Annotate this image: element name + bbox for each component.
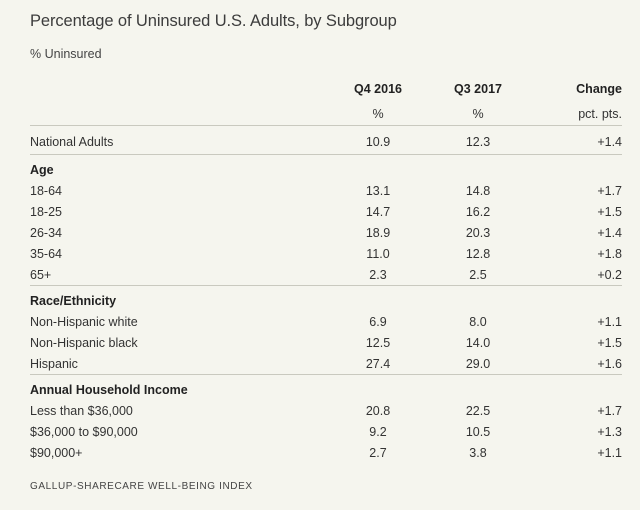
cell-q3-2017: 16.2	[465, 204, 491, 219]
section-title: Age	[30, 162, 54, 177]
row-label: $36,000 to $90,000	[30, 424, 138, 439]
table-row: 18-64 13.1 14.8 +1.7	[30, 180, 622, 201]
cell-q4-2016: 27.4	[365, 356, 391, 371]
table-row: Non-Hispanic white 6.9 8.0 +1.1	[30, 311, 622, 332]
table-row-national: National Adults 10.9 12.3 +1.4	[30, 126, 622, 155]
cell-change: +1.3	[597, 424, 622, 439]
cell-q4-2016: 11.0	[366, 246, 390, 261]
subtitle: % Uninsured	[30, 47, 102, 61]
cell-q3-2017: 20.3	[465, 225, 491, 240]
cell-q3-2017: 14.0	[465, 335, 491, 350]
cell-q3-2017: 29.0	[465, 356, 491, 371]
cell-q4-2016: 20.8	[365, 403, 391, 418]
table-row: 65+ 2.3 2.5 +0.2	[30, 264, 622, 286]
unit-change: pct. pts.	[578, 107, 622, 121]
cell-q4-2016: 18.9	[365, 225, 391, 240]
cell-change: +1.5	[597, 204, 622, 219]
column-header-q3-2017: Q3 2017	[454, 82, 502, 96]
column-header-change: Change	[576, 82, 622, 96]
cell-change: +1.1	[597, 445, 622, 460]
cell-change: +1.4	[597, 135, 622, 149]
row-label: Non-Hispanic black	[30, 335, 138, 350]
cell-change: +1.6	[597, 356, 622, 371]
row-label: Hispanic	[30, 356, 78, 371]
units-row: % % pct. pts.	[30, 103, 622, 126]
cell-q3-2017: 22.5	[465, 403, 491, 418]
page-title: Percentage of Uninsured U.S. Adults, by …	[30, 12, 397, 30]
table-row: 26-34 18.9 20.3 +1.4	[30, 222, 622, 243]
row-label: 65+	[30, 267, 52, 282]
table-row: $36,000 to $90,000 9.2 10.5 +1.3	[30, 421, 622, 442]
section-header-row: Age	[30, 154, 622, 181]
cell-change: +1.5	[597, 335, 622, 350]
cell-change: +1.8	[597, 246, 622, 261]
row-label: Less than $36,000	[30, 403, 133, 418]
cell-q3-2017: 12.8	[465, 246, 491, 261]
unit-q4-2016: %	[372, 107, 384, 121]
row-label: 18-64	[30, 183, 62, 198]
row-label: 35-64	[30, 246, 62, 261]
unit-q3-2017: %	[472, 107, 484, 121]
table-body: National Adults 10.9 12.3 +1.4 Age 18-64 1…	[30, 126, 622, 464]
column-header-q4-2016: Q4 2016	[354, 82, 402, 96]
cell-q3-2017: 12.3	[465, 135, 491, 149]
cell-change: +0.2	[597, 267, 622, 282]
section-header-row: Race/Ethnicity	[30, 285, 622, 312]
cell-change: +1.4	[597, 225, 622, 240]
cell-change: +1.1	[597, 314, 622, 329]
header-row: Q4 2016 Q3 2017 Change	[30, 75, 622, 103]
cell-q3-2017: 2.5	[469, 267, 487, 282]
row-label: National Adults	[30, 135, 114, 149]
header-label-cell	[30, 75, 330, 103]
row-label: 26-34	[30, 225, 62, 240]
cell-q4-2016: 6.9	[369, 314, 387, 329]
table-row: 18-25 14.7 16.2 +1.5	[30, 201, 622, 222]
table-row: Hispanic 27.4 29.0 +1.6	[30, 353, 622, 375]
cell-q3-2017: 14.8	[465, 183, 491, 198]
cell-q3-2017: 8.0	[469, 314, 487, 329]
section-title: Annual Household Income	[30, 382, 188, 397]
cell-change: +1.7	[597, 183, 622, 198]
section-header-row: Annual Household Income	[30, 374, 622, 401]
cell-q4-2016: 14.7	[365, 204, 391, 219]
section-title: Race/Ethnicity	[30, 293, 117, 308]
cell-q4-2016: 12.5	[365, 335, 391, 350]
table-row: 35-64 11.0 12.8 +1.8	[30, 243, 622, 264]
row-label: Non-Hispanic white	[30, 314, 138, 329]
cell-q4-2016: 2.7	[369, 445, 387, 460]
row-label: 18-25	[30, 204, 62, 219]
row-label: $90,000+	[30, 445, 83, 460]
cell-q4-2016: 9.2	[369, 424, 387, 439]
cell-q3-2017: 10.5	[465, 424, 491, 439]
cell-q4-2016: 10.9	[365, 135, 391, 149]
cell-q3-2017: 3.8	[469, 445, 487, 460]
source-note: GALLUP-SHARECARE WELL-BEING INDEX	[30, 481, 253, 492]
cell-q4-2016: 13.1	[365, 183, 391, 198]
table-row: Less than $36,000 20.8 22.5 +1.7	[30, 400, 622, 421]
cell-q4-2016: 2.3	[369, 267, 387, 282]
data-table: Q4 2016 Q3 2017 Change % % pct. pts. Nat…	[30, 75, 622, 463]
table-row: $90,000+ 2.7 3.8 +1.1	[30, 442, 622, 463]
cell-change: +1.7	[597, 403, 622, 418]
table-row: Non-Hispanic black 12.5 14.0 +1.5	[30, 332, 622, 353]
